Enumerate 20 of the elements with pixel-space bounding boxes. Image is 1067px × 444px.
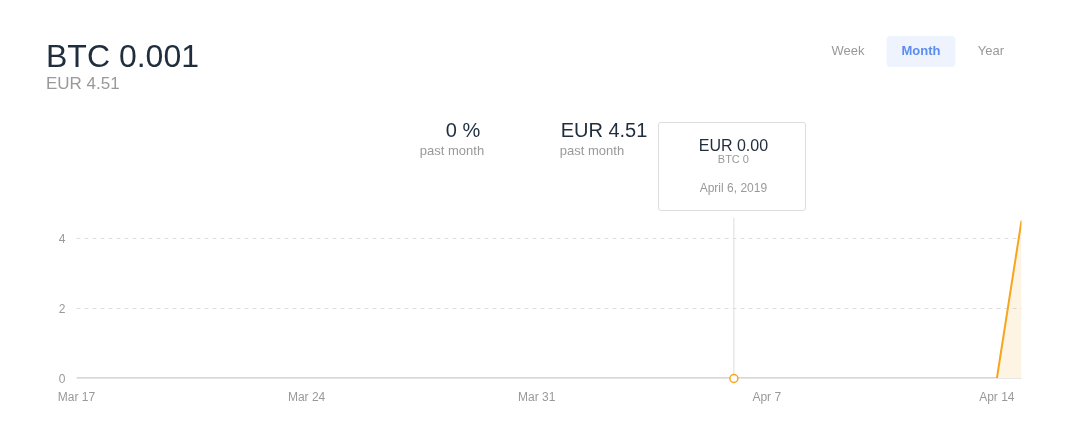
text: EUR 4.51 [46,73,120,95]
y-tick-label: 2 [58,302,66,316]
x-tick-label: Mar 17 [57,389,96,404]
x-tick-label: Mar 24 [287,389,326,404]
text: 0 % [445,118,481,143]
text: BTC 0 [717,152,749,167]
text: Month [886,36,956,67]
x-tick-label: Mar 31 [518,389,556,404]
text: Year [977,42,1005,60]
y-tick-label: 4 [58,232,66,246]
chart-subtitle: EUR 4.51 [560,118,648,143]
text: EUR 0.00 [698,136,769,155]
chart-title: BTC 0.001 [46,37,199,76]
y-tick-label: 0 [58,372,66,386]
x-tick-label: Apr 7 [752,389,782,404]
text: past month [419,142,485,160]
text: April 6, 2019 [699,180,768,197]
x-tick-label: Apr 14 [979,389,1015,404]
text: Week [831,42,865,60]
text: past month [559,142,625,160]
